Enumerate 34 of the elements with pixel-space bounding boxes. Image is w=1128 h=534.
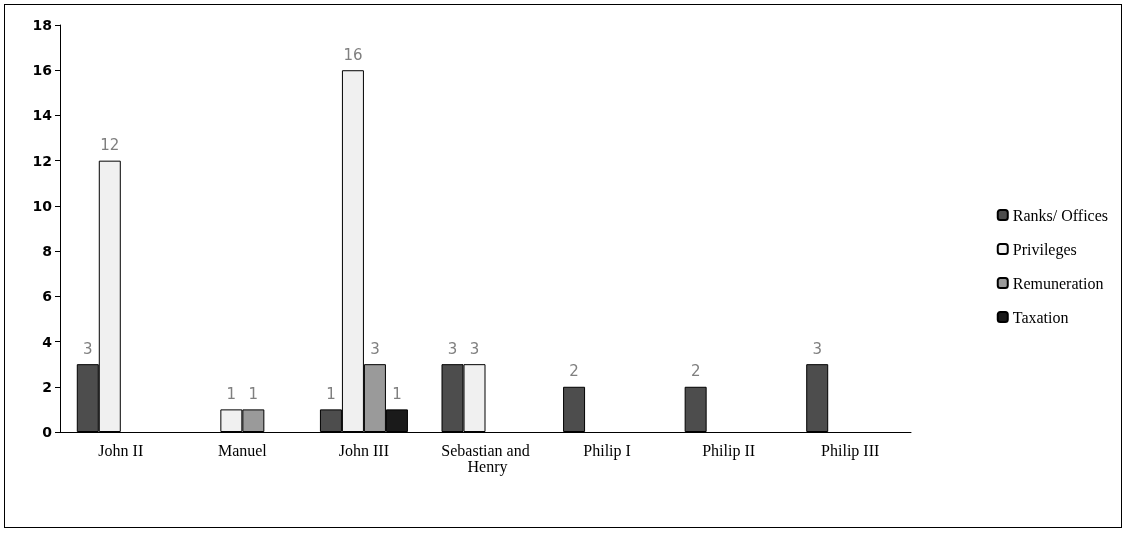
data-label: 3 (83, 339, 93, 358)
y-tick-label: 16 (32, 62, 52, 79)
data-label: 1 (248, 384, 259, 403)
data-label: 12 (100, 136, 120, 155)
x-tick-label: John II (98, 441, 144, 459)
legend-label: Taxation (1012, 308, 1069, 326)
x-tick-label: Philip II (702, 441, 756, 460)
y-tick-label: 8 (42, 243, 52, 260)
data-label: 1 (326, 384, 336, 403)
x-tick-label: Philip I (583, 441, 631, 460)
x-tick-label: Philip III (821, 441, 880, 460)
data-label: 1 (226, 384, 237, 403)
legend-label: Ranks/ Offices (1012, 206, 1109, 224)
data-label: 3 (370, 339, 380, 358)
x-tick-label: Manuel (217, 441, 268, 459)
data-label: 3 (469, 339, 480, 358)
data-label: 16 (343, 45, 363, 64)
data-label: 3 (447, 339, 458, 358)
data-label: 2 (569, 362, 579, 381)
y-tick-label: 14 (32, 107, 53, 124)
legend-label: Privileges (1012, 240, 1077, 259)
y-tick-label: 18 (32, 17, 52, 33)
data-label: 3 (812, 339, 822, 358)
y-tick-label: 6 (42, 288, 52, 305)
x-tick-label: Sebastian and Henry (441, 441, 530, 476)
y-tick-label: 0 (42, 424, 53, 440)
x-tick-label: John III (338, 441, 390, 459)
legend-label: Remuneration (1012, 274, 1104, 292)
y-tick-label: 12 (32, 152, 52, 169)
data-label: 2 (690, 362, 701, 381)
data-label: 1 (392, 384, 402, 403)
y-tick-label: 4 (42, 333, 53, 350)
y-tick-label: 2 (42, 378, 52, 395)
y-tick-label: 10 (32, 197, 53, 214)
